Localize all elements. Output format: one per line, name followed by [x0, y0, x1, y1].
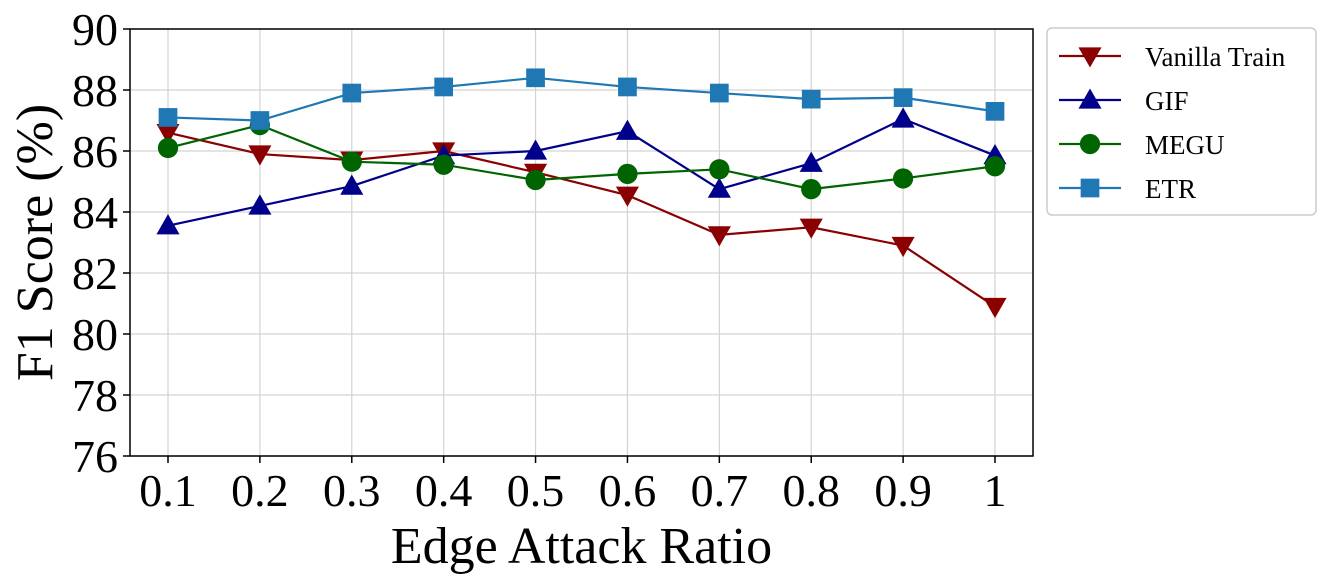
- legend: Vanilla Train GIF MEGU ETR: [1046, 27, 1317, 216]
- data-point: [525, 169, 546, 191]
- data-point: [891, 107, 915, 128]
- legend-marker: [1078, 47, 1102, 68]
- x-axis-label: Edge Attack Ratio: [391, 518, 772, 575]
- series-layer: [156, 68, 1007, 319]
- x-tick-label: 0.9: [874, 465, 932, 516]
- data-point: [157, 137, 179, 159]
- series-gif: [156, 107, 1007, 235]
- legend-marker: [1079, 133, 1101, 155]
- data-point: [891, 236, 915, 258]
- data-point: [985, 102, 1005, 121]
- series-line: [167, 123, 996, 191]
- series-megu: [157, 114, 1006, 200]
- data-point: [707, 177, 731, 198]
- series-line: [167, 76, 996, 122]
- y-tick-label: 88: [72, 65, 118, 116]
- data-point: [342, 83, 362, 103]
- x-tick-label: 0.7: [691, 465, 749, 516]
- y-tick-label: 80: [72, 309, 118, 360]
- data-point: [615, 119, 639, 140]
- legend-label: ETR: [1145, 174, 1196, 204]
- x-tick-label: 0.8: [782, 465, 840, 516]
- y-tick-label: 82: [72, 248, 118, 299]
- data-point: [434, 77, 454, 97]
- x-tick-label: 0.5: [507, 465, 565, 516]
- ticks: 76 78 80 82 84 86 88 90 0.1 0.2 0.3 0.4 0.5 0.6 0.7 0.8…: [72, 4, 1007, 516]
- y-tick-label: 78: [72, 370, 118, 421]
- legend-item: Vanilla Train: [1059, 42, 1286, 72]
- x-tick-label: 0.2: [231, 465, 289, 516]
- data-point: [709, 159, 730, 180]
- plot-frame: [129, 28, 1034, 457]
- y-tick-label: 86: [72, 126, 118, 177]
- series-vanilla-train: [156, 124, 1007, 319]
- legend-marker: [1080, 178, 1100, 198]
- x-tick-label: 0.4: [415, 465, 473, 516]
- data-point: [615, 186, 639, 207]
- x-tick-label: 0.6: [599, 465, 657, 516]
- legend-item: MEGU: [1059, 130, 1225, 160]
- data-point: [248, 194, 272, 215]
- data-point: [433, 154, 454, 175]
- data-point: [983, 297, 1007, 319]
- data-point: [248, 145, 272, 166]
- data-point: [526, 68, 545, 88]
- legend-label: Vanilla Train: [1145, 42, 1286, 72]
- data-point: [984, 156, 1006, 177]
- y-tick-label: 84: [72, 187, 118, 238]
- data-point: [709, 83, 729, 103]
- y-axis-label: F1 Score (%): [7, 104, 64, 381]
- y-tick-label: 76: [72, 431, 118, 482]
- x-tick-label: 0.1: [139, 465, 197, 516]
- y-tick-label: 90: [72, 4, 118, 55]
- data-point: [341, 151, 362, 172]
- series-line: [167, 117, 996, 227]
- data-point: [156, 124, 180, 145]
- data-point: [801, 89, 821, 109]
- legend-box: [1046, 27, 1317, 216]
- legend-marker: [1078, 88, 1102, 109]
- x-tick-label: 0.3: [323, 465, 381, 516]
- data-point: [250, 111, 270, 130]
- data-point: [618, 77, 637, 97]
- legend-item: GIF: [1059, 86, 1189, 116]
- x-tick-label: 1: [984, 465, 1007, 516]
- legend-item: ETR: [1059, 174, 1196, 204]
- data-point: [799, 151, 823, 172]
- data-point: [524, 139, 548, 160]
- series-line: [167, 131, 996, 308]
- legend-label: GIF: [1145, 86, 1189, 116]
- data-point: [799, 218, 823, 239]
- data-point: [801, 179, 822, 200]
- data-point: [893, 88, 913, 107]
- data-point: [617, 163, 638, 184]
- data-point: [340, 174, 364, 195]
- data-point: [892, 168, 914, 189]
- data-point: [156, 214, 180, 235]
- data-point: [707, 226, 731, 247]
- series-etr: [158, 68, 1005, 130]
- legend-label: MEGU: [1145, 130, 1225, 160]
- data-point: [158, 108, 178, 127]
